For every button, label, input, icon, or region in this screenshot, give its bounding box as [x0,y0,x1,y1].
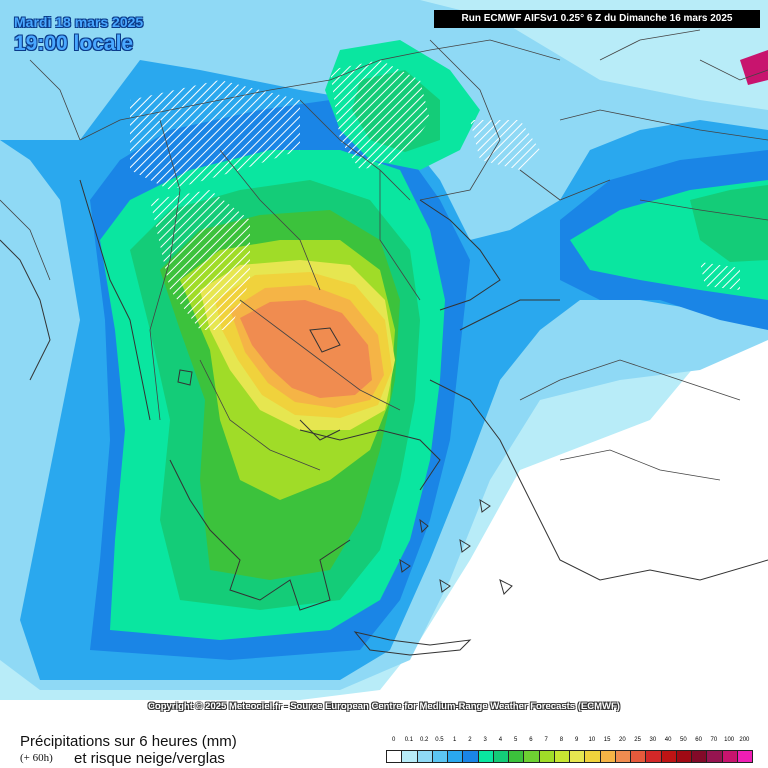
map-title: Précipitations sur 6 heures (mm) [20,733,237,750]
legend-swatch [584,750,601,763]
legend-swatch [599,750,616,763]
copyright-notice: Copyright © 2025 Meteociel.fr - Source E… [148,701,620,712]
legend-label: 60 [695,737,702,743]
legend-label: 40 [664,737,672,743]
legend-swatch [401,750,418,763]
legend-swatch [736,750,753,763]
legend-color-scale [386,750,753,763]
legend-label: 50 [680,737,687,743]
map-subtitle: et risque neige/verglas [74,750,225,767]
legend-label: 3 [483,737,487,743]
legend-label: 5 [513,737,518,743]
legend-swatch [645,750,662,763]
legend-swatch [660,750,677,763]
country-borders [0,29,768,481]
legend-label: 8 [559,737,564,743]
legend-swatch [416,750,433,763]
legend-swatch [523,750,540,763]
legend-swatch [630,750,647,763]
legend-label: 20 [619,737,626,743]
legend-label: 0.1 [404,737,414,743]
legend-swatch [675,750,692,763]
legend-label: 100 [724,737,735,743]
legend-label: 2 [468,737,472,743]
precipitation-map [0,0,768,700]
legend-swatch [691,750,708,763]
legend-label: 0.5 [435,737,444,743]
snow-risk-hatch-4 [470,120,540,170]
legend-label: 200 [739,737,750,743]
legend-swatch [508,750,525,763]
legend-label: 4 [498,737,503,743]
legend-label: 10 [588,737,596,743]
snow-risk-hatch-5 [700,262,740,290]
legend-swatch [721,750,738,763]
legend-labels: 0 0.1 0.2 0.5 1 2 3 4 5 6 7 8 9 10 15 20 25 30 40 50 60 70 100… [386,737,752,749]
precip-zone-magenta-edge [740,50,768,85]
legend-swatch [614,750,631,763]
legend-label: 70 [710,737,718,743]
legend-swatch [538,750,555,763]
legend-label: 0 [391,737,396,743]
legend-label: 15 [603,737,611,743]
legend-swatch [492,750,509,763]
forecast-date: Mardi 18 mars 2025 [14,14,144,30]
legend-swatch [462,750,479,763]
legend-label: 7 [544,737,548,743]
legend-swatch [386,750,403,763]
legend-label: 30 [649,737,657,743]
legend-label: 0.2 [419,737,429,743]
legend-swatch [569,750,586,763]
snow-risk-hatch-3 [330,60,430,170]
coastlines [0,179,768,656]
legend-label: 9 [574,737,579,743]
precipitation-legend: 0 0.1 0.2 0.5 1 2 3 4 5 6 7 8 9 10 15 20 25 30 40 50 60 70 100… [386,737,753,765]
legend-label: 25 [634,737,641,743]
forecast-lead-time: (+ 60h) [20,752,53,764]
legend-label: 1 [452,737,457,743]
legend-swatch [431,750,448,763]
precip-zone-east-green [690,185,768,262]
legend-swatch [477,750,494,763]
legend-swatch [706,750,723,763]
legend-swatch [553,750,570,763]
model-run-banner: Run ECMWF AIFSv1 0.25° 6 Z du Dimanche 1… [434,10,760,28]
legend-label: 6 [529,737,533,743]
forecast-local-time: 19:00 locale [14,32,134,55]
legend-swatch [447,750,464,763]
